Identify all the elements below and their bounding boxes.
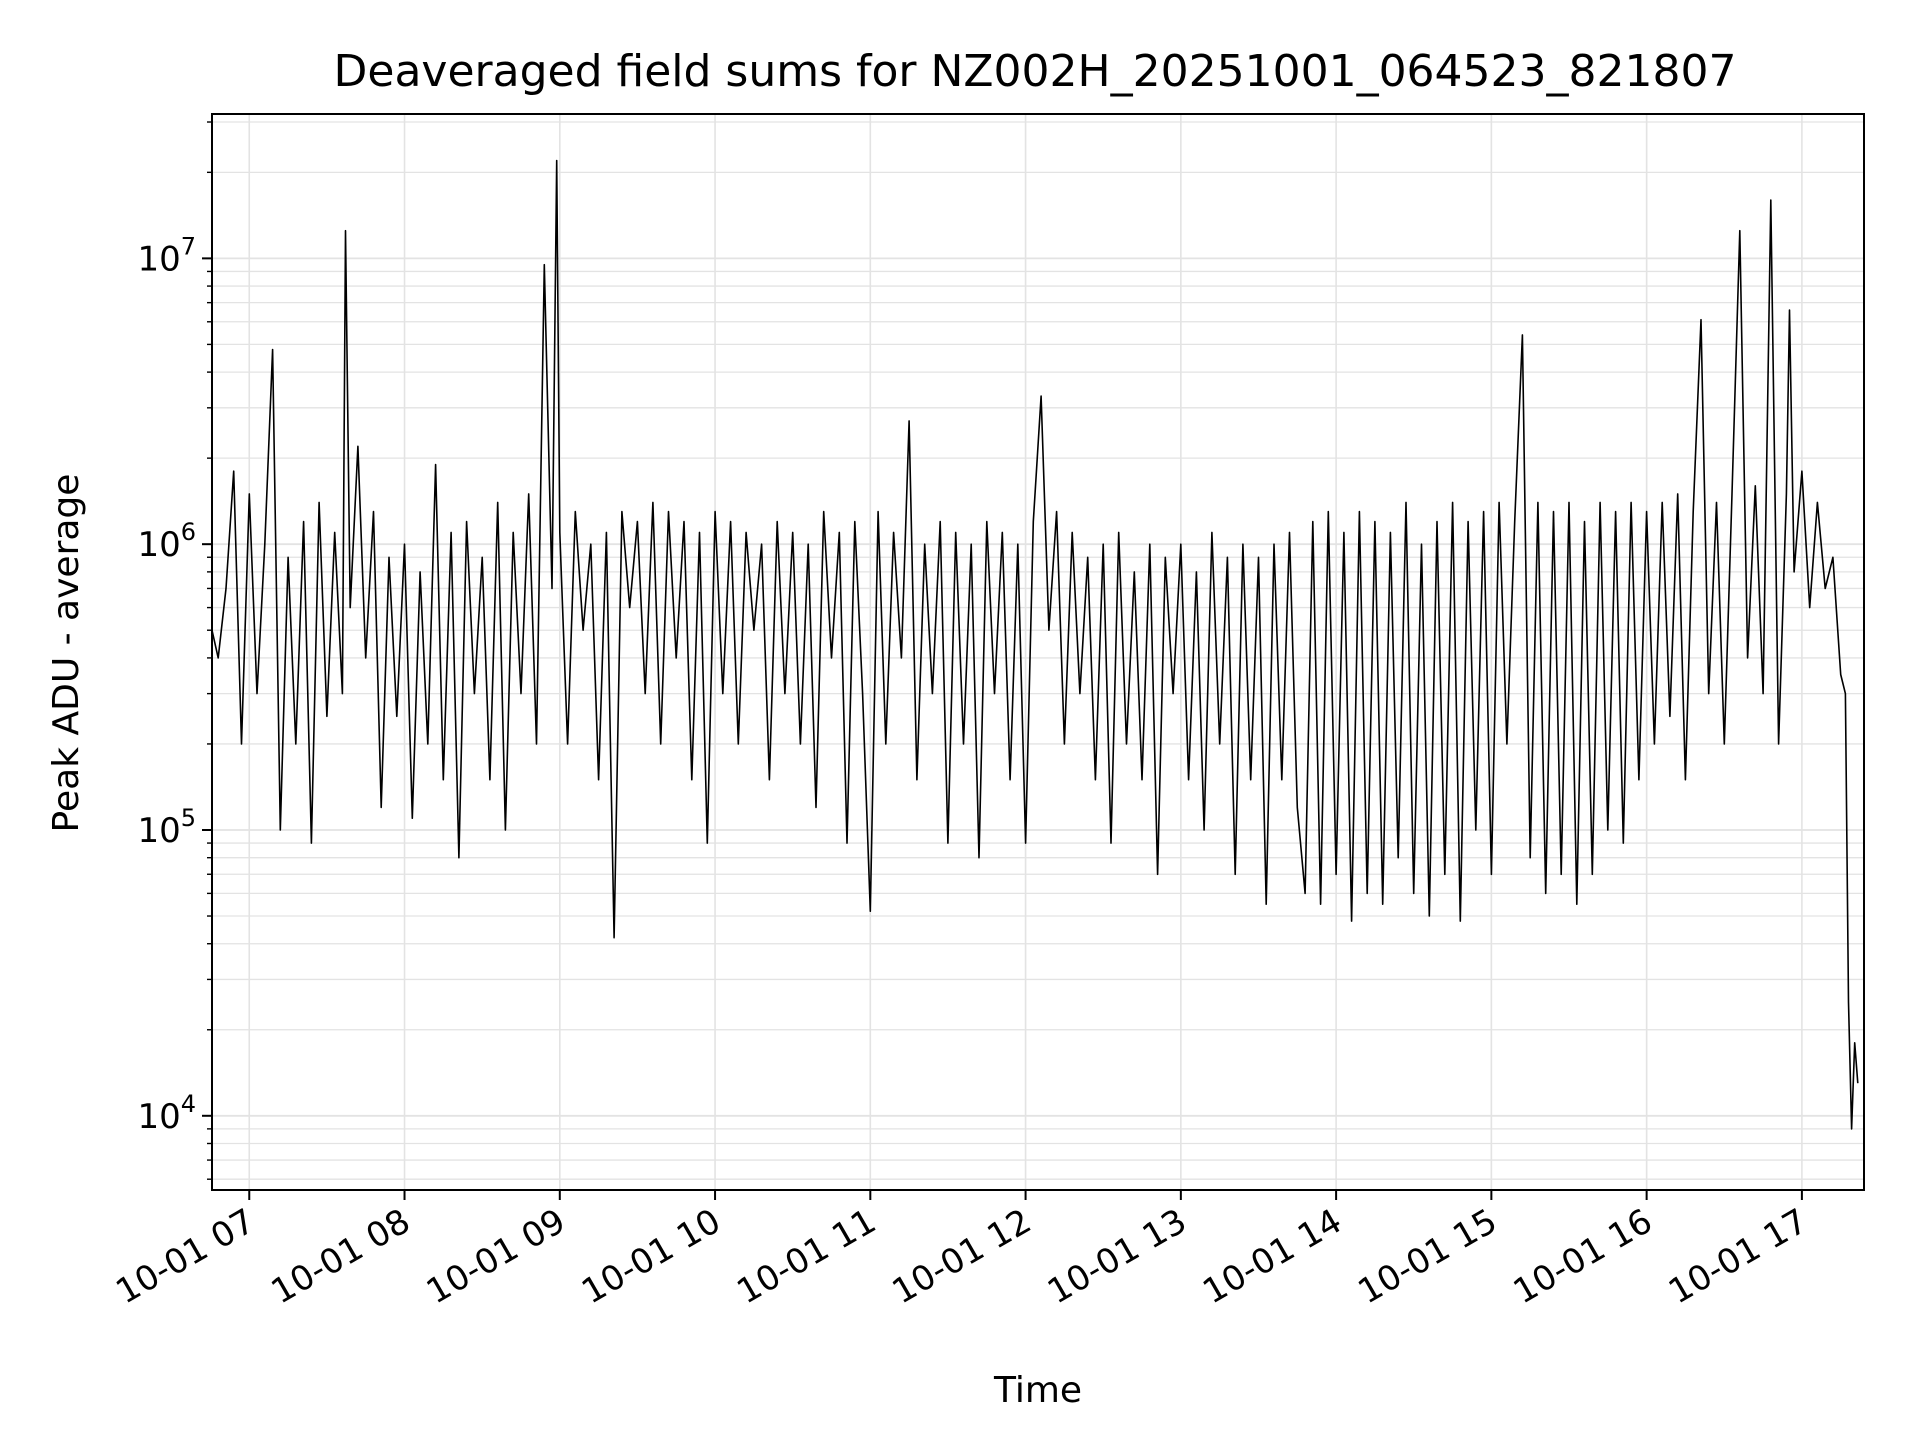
series-line bbox=[211, 159, 1859, 1130]
grid bbox=[212, 114, 1864, 1190]
y-tick-label: 104 bbox=[137, 1090, 196, 1137]
y-axis: 104 105 106 107 bbox=[137, 121, 212, 1180]
series-layer bbox=[211, 159, 1859, 1130]
y-tick-label: 105 bbox=[137, 804, 196, 851]
y-axis-label: Peak ADU - average bbox=[46, 474, 87, 833]
x-axis-label: Time bbox=[993, 1370, 1082, 1411]
y-tick-label: 106 bbox=[137, 518, 196, 565]
y-tick-label: 107 bbox=[137, 232, 196, 279]
chart-title: Deaveraged field sums for NZ002H_2025100… bbox=[334, 46, 1737, 97]
plot-frame bbox=[211, 113, 1865, 1191]
